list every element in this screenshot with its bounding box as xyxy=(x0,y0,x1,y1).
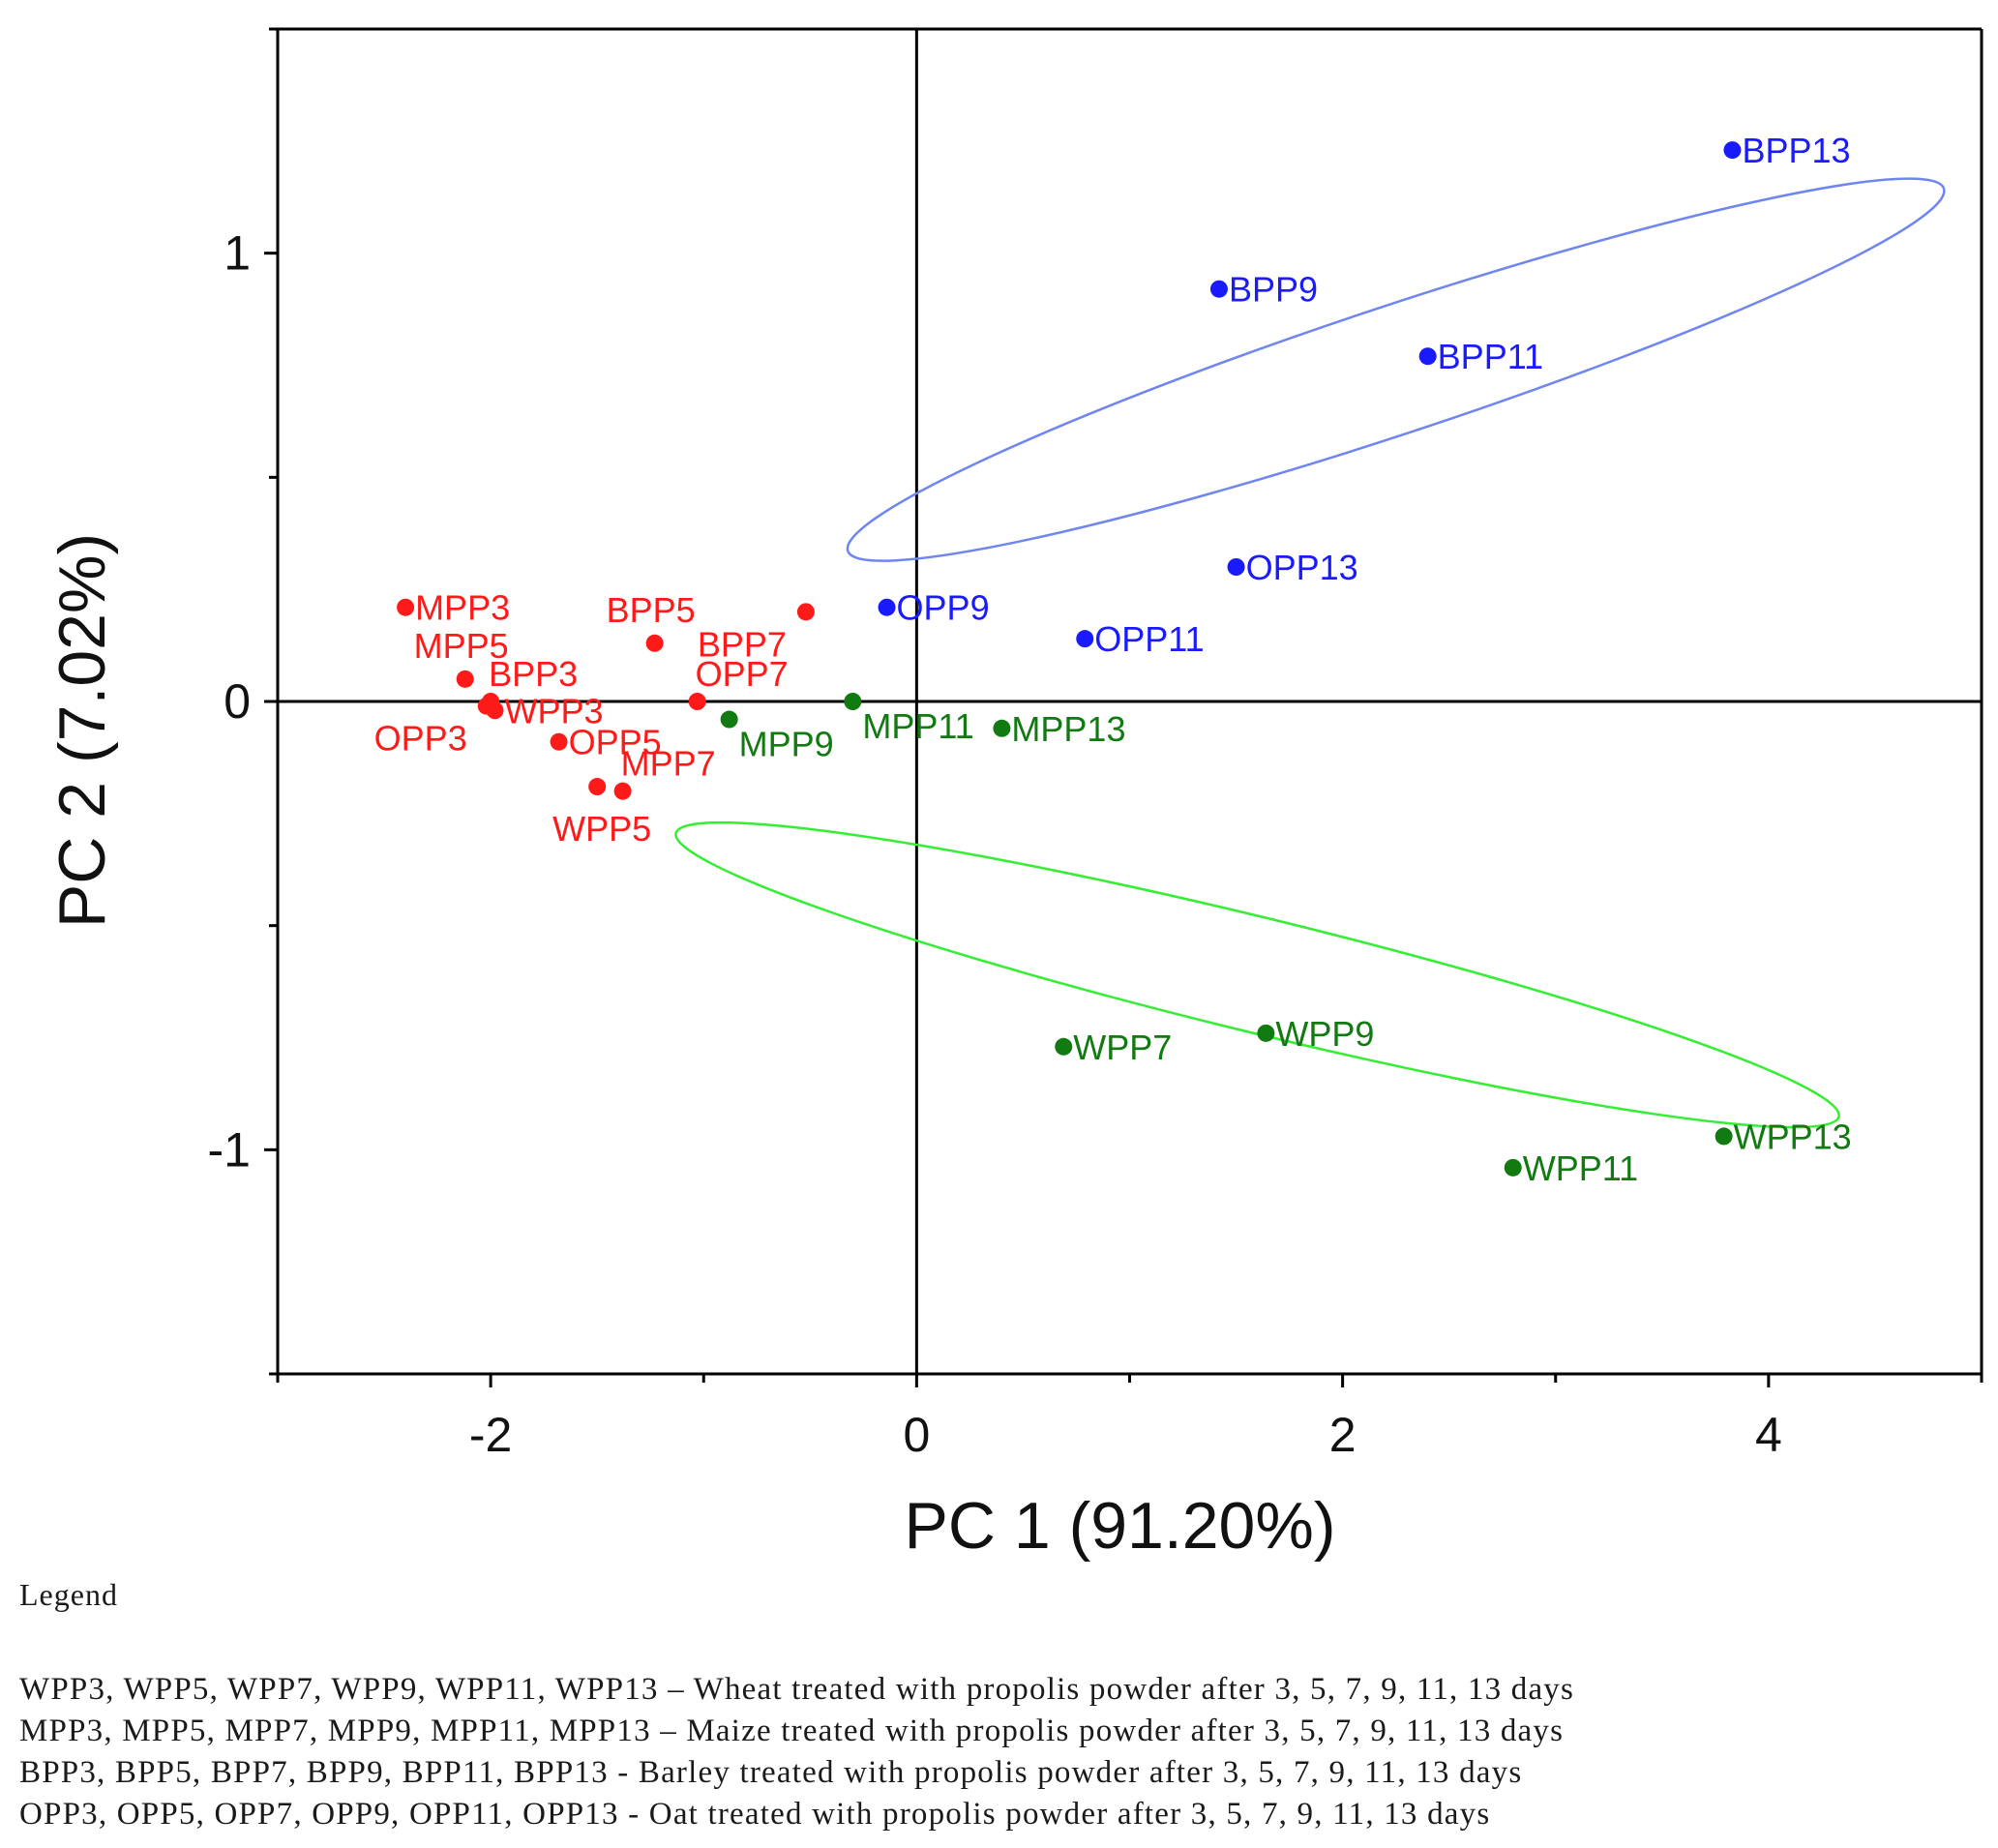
legend-line-maize: MPP3, MPP5, MPP7, MPP9, MPP11, MPP13 – M… xyxy=(19,1714,1565,1748)
point-label-bpp13: BPP13 xyxy=(1742,131,1850,170)
point-label-opp7: OPP7 xyxy=(696,654,789,694)
point-opp11 xyxy=(1076,630,1094,648)
point-label-opp3: OPP3 xyxy=(374,719,467,759)
point-mpp11 xyxy=(844,693,862,710)
point-opp13 xyxy=(1227,558,1245,576)
point-opp7 xyxy=(688,693,706,710)
point-label-mpp7: MPP7 xyxy=(621,744,716,784)
legend-line-oat: OPP3, OPP5, OPP7, OPP9, OPP11, OPP13 - O… xyxy=(19,1797,1491,1832)
point-mpp5 xyxy=(456,670,474,688)
x-tick-label: 4 xyxy=(1755,1408,1782,1462)
point-label-mpp13: MPP13 xyxy=(1011,709,1125,749)
point-label-bpp9: BPP9 xyxy=(1229,270,1318,310)
point-label-wpp9: WPP9 xyxy=(1275,1014,1374,1054)
legend-title: Legend xyxy=(19,1577,118,1612)
y-tick-label: -1 xyxy=(208,1122,251,1177)
point-label-mpp3: MPP3 xyxy=(415,588,510,628)
green-ellipse xyxy=(674,820,1840,1129)
point-mpp7 xyxy=(613,782,632,800)
point-bpp7 xyxy=(796,603,815,621)
blue-ellipse xyxy=(846,177,1946,562)
point-label-opp13: OPP13 xyxy=(1246,548,1358,587)
x-tick-label: 0 xyxy=(903,1408,930,1462)
point-bpp11 xyxy=(1418,347,1437,366)
point-opp3 xyxy=(477,697,495,715)
point-label-wpp3: WPP3 xyxy=(505,691,604,730)
point-label-bpp11: BPP11 xyxy=(1438,337,1543,376)
y-tick-label: 1 xyxy=(224,226,251,281)
point-opp5 xyxy=(550,732,568,751)
point-label-wpp7: WPP7 xyxy=(1073,1028,1172,1067)
legend-line-wheat: WPP3, WPP5, WPP7, WPP9, WPP11, WPP13 – W… xyxy=(19,1672,1575,1707)
point-opp9 xyxy=(878,598,896,616)
point-mpp3 xyxy=(397,598,415,616)
point-mpp13 xyxy=(993,719,1011,737)
point-label-bpp5: BPP5 xyxy=(607,590,696,630)
point-label-wpp13: WPP13 xyxy=(1734,1117,1852,1156)
point-wpp5 xyxy=(588,778,607,796)
y-axis-title: PC 2 (7.02%) xyxy=(45,533,119,928)
point-wpp13 xyxy=(1715,1127,1733,1146)
point-bpp9 xyxy=(1209,280,1228,298)
point-label-mpp11: MPP11 xyxy=(862,706,973,746)
legend: Legend WPP3, WPP5, WPP7, WPP9, WPP11, WP… xyxy=(19,1577,1983,1835)
x-axis-title: PC 1 (91.20%) xyxy=(905,1489,1336,1563)
legend-line-barley: BPP3, BPP5, BPP7, BPP9, BPP11, BPP13 - B… xyxy=(19,1755,1523,1790)
point-wpp9 xyxy=(1257,1024,1275,1042)
point-bpp13 xyxy=(1723,141,1742,160)
x-tick-label: 2 xyxy=(1329,1408,1357,1462)
x-tick-label: -2 xyxy=(469,1408,512,1462)
point-label-mpp9: MPP9 xyxy=(739,725,834,764)
point-label-bpp3: BPP3 xyxy=(489,654,578,694)
point-label-opp9: OPP9 xyxy=(897,588,990,628)
point-mpp9 xyxy=(720,710,738,729)
point-label-wpp11: WPP11 xyxy=(1523,1148,1638,1188)
y-tick-label: 0 xyxy=(224,674,251,729)
point-label-bpp7: BPP7 xyxy=(698,624,787,664)
point-label-mpp5: MPP5 xyxy=(414,626,509,666)
point-label-wpp5: WPP5 xyxy=(552,809,651,849)
point-bpp5 xyxy=(645,634,664,652)
point-label-opp11: OPP11 xyxy=(1094,619,1204,659)
point-wpp11 xyxy=(1504,1158,1522,1177)
point-label-opp5: OPP5 xyxy=(569,723,662,762)
point-wpp7 xyxy=(1055,1037,1073,1056)
